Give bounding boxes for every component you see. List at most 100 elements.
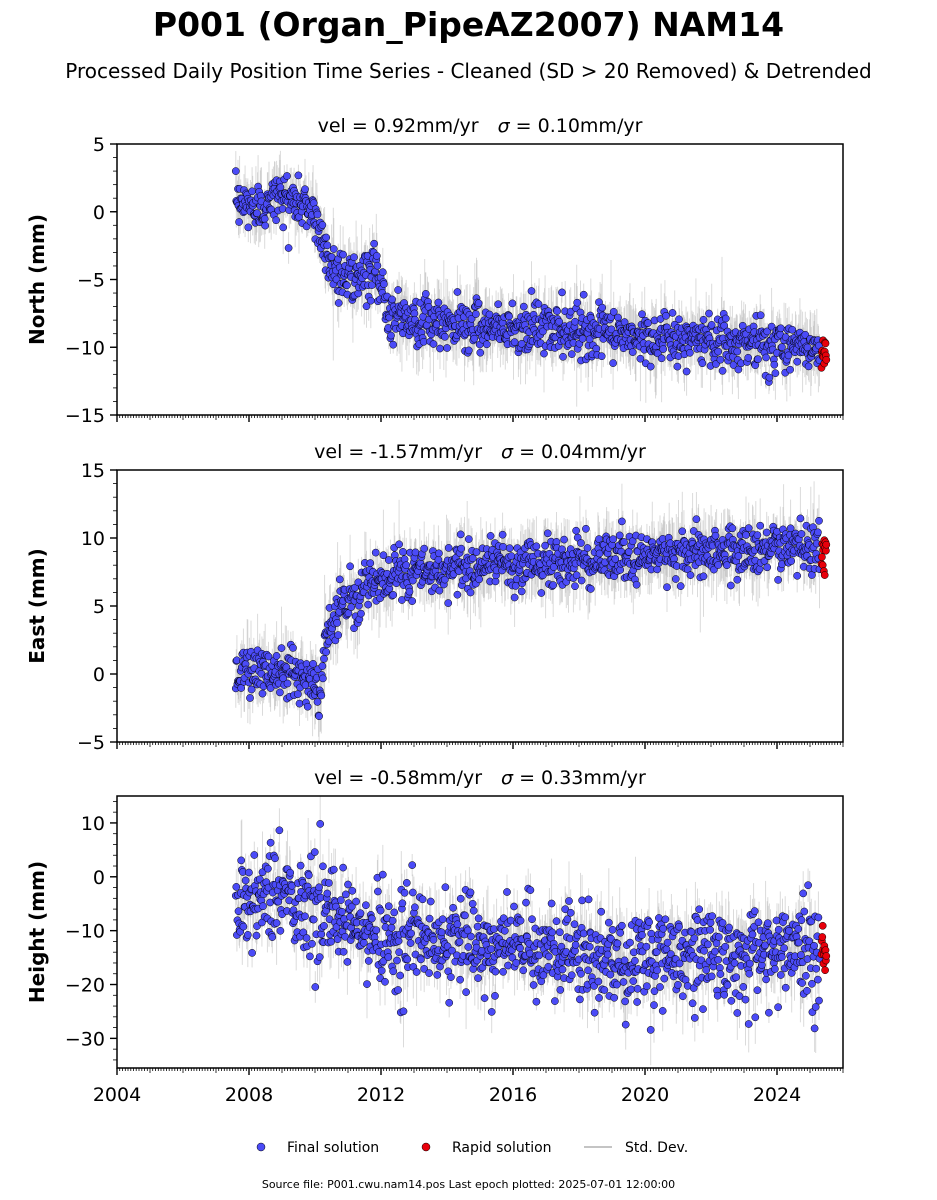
final-point (395, 540, 403, 549)
final-point (301, 681, 310, 689)
final-point (354, 578, 363, 587)
final-point (387, 331, 395, 340)
final-point (517, 587, 526, 596)
final-point (235, 218, 243, 226)
final-point (763, 327, 772, 336)
final-point (388, 295, 396, 304)
final-point (350, 253, 358, 262)
final-point (472, 310, 480, 318)
final-point (399, 548, 407, 556)
final-point (659, 345, 668, 353)
final-point (726, 581, 735, 590)
final-point (408, 576, 417, 585)
final-point (582, 524, 590, 533)
final-point (729, 361, 738, 369)
final-point (560, 535, 568, 544)
final-point (253, 209, 261, 218)
final-point (585, 335, 594, 344)
final-point (543, 529, 552, 538)
final-point (277, 644, 286, 652)
final-point (482, 340, 491, 349)
final-point (609, 535, 617, 544)
final-point (609, 307, 618, 316)
final-point (567, 350, 576, 358)
final-point (578, 334, 587, 343)
y-tick-label: −5 (77, 732, 105, 754)
final-point (540, 349, 548, 358)
final-point (394, 286, 402, 294)
x-axis-ticks (116, 742, 844, 749)
final-point (733, 575, 742, 584)
y-axis-ticks: 15 10 5 0 −5 (77, 460, 117, 754)
data-points (231, 514, 831, 721)
final-point (682, 367, 691, 376)
final-point (678, 527, 687, 536)
final-point (498, 530, 507, 539)
final-point (776, 324, 785, 333)
final-point (421, 290, 430, 298)
final-point (753, 531, 762, 539)
plot-area (231, 481, 831, 742)
final-point (537, 589, 546, 597)
final-point (278, 204, 287, 213)
final-point (815, 516, 823, 525)
final-point (636, 354, 645, 363)
plot-area (231, 150, 831, 407)
final-point (720, 321, 729, 330)
final-point (511, 582, 520, 590)
final-point (718, 366, 727, 375)
final-point (686, 348, 694, 357)
y-tick-label: −15 (65, 405, 105, 427)
final-point (313, 698, 322, 706)
panel-north: 5 0 −5 −10 −15 North (mm) vel = 0.92mm/yr σ = … (25, 115, 844, 427)
y-tick-label: −10 (65, 337, 105, 359)
final-point (609, 359, 617, 367)
final-point (784, 351, 793, 360)
final-point (429, 340, 438, 348)
final-point (646, 362, 655, 371)
final-point (261, 221, 270, 230)
final-point (793, 571, 802, 580)
panel-title-velocity: vel = 0.92mm/yr (318, 115, 498, 137)
final-point (618, 517, 626, 526)
final-point (615, 531, 624, 540)
final-point (346, 562, 354, 571)
final-point (499, 543, 507, 551)
final-point (379, 551, 388, 560)
final-point (405, 587, 414, 596)
y-tick-label: 15 (81, 460, 105, 482)
final-point (343, 281, 351, 290)
final-point (468, 554, 477, 563)
final-point (793, 357, 802, 366)
final-point (327, 253, 336, 261)
rapid-point (818, 553, 826, 561)
final-point (814, 528, 822, 537)
final-point (527, 287, 536, 295)
final-point (653, 565, 662, 574)
final-point (611, 555, 620, 563)
final-point (372, 252, 381, 260)
final-point (264, 652, 273, 661)
final-point (260, 215, 269, 223)
final-point (301, 185, 309, 194)
final-point (456, 530, 465, 539)
final-point (246, 694, 254, 702)
final-point (532, 542, 541, 551)
panel-height: 2004 2008 2012 2016 2020 2024100−10−20−30Heig… (25, 767, 844, 1106)
final-point (329, 245, 338, 253)
final-point (350, 624, 358, 633)
final-point (756, 521, 765, 530)
final-point (272, 652, 281, 660)
final-point (796, 514, 805, 523)
final-point (444, 544, 453, 552)
final-point (577, 576, 586, 585)
final-point (411, 548, 420, 557)
final-point (435, 549, 443, 558)
final-point (436, 344, 444, 353)
final-point (322, 648, 331, 656)
rapid-point (821, 339, 830, 348)
final-point (756, 311, 765, 320)
final-point (558, 288, 566, 297)
final-point (620, 538, 628, 546)
final-point (505, 312, 513, 321)
